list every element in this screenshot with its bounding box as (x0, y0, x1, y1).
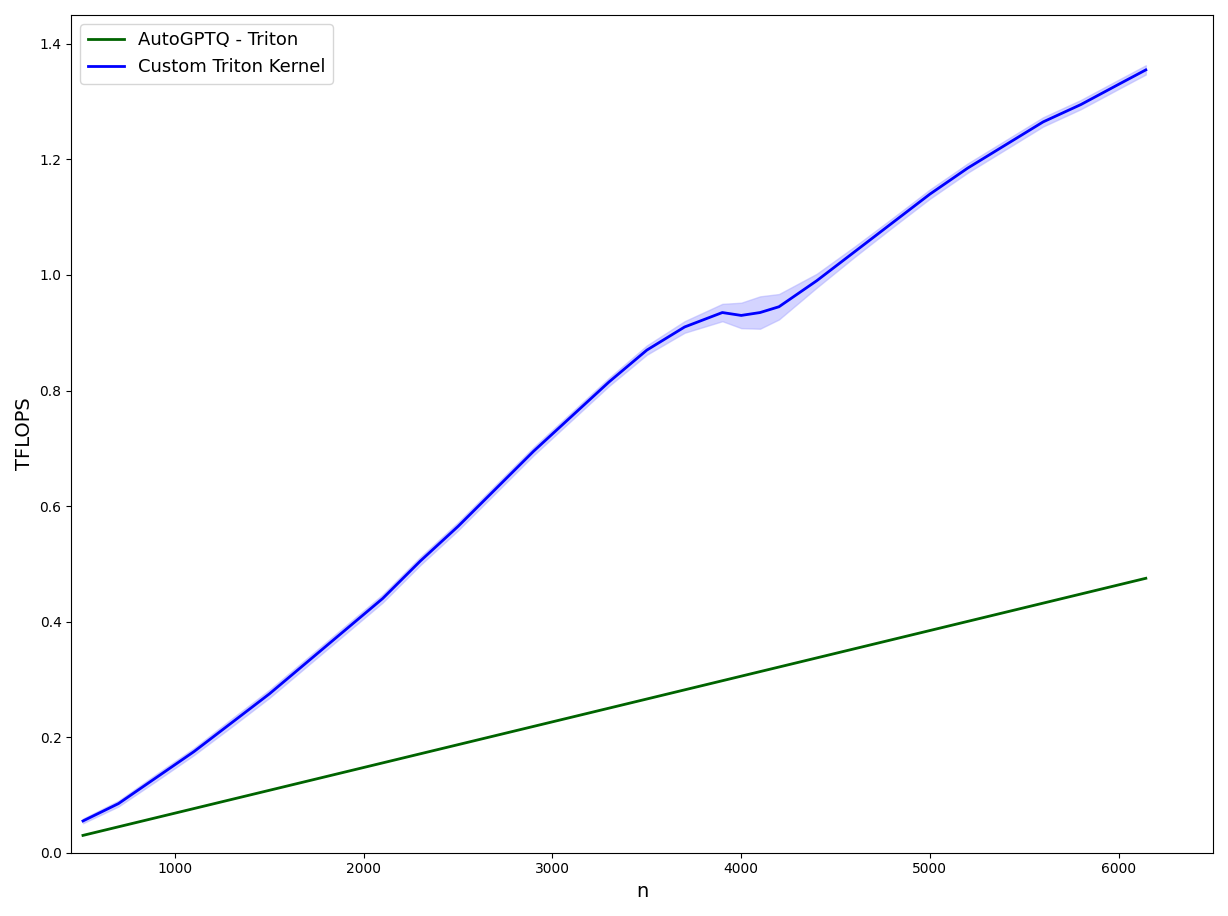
Custom Triton Kernel (602, 376, 616, 387)
Custom Triton Kernel (1138, 64, 1153, 75)
Custom Triton Kernel (489, 484, 503, 495)
Custom Triton Kernel (922, 189, 937, 200)
Custom Triton Kernel (809, 276, 824, 287)
Custom Triton Kernel (225, 717, 239, 728)
Custom Triton Kernel (413, 555, 427, 566)
Custom Triton Kernel (677, 322, 691, 333)
Custom Triton Kernel (640, 344, 655, 355)
Custom Triton Kernel (753, 307, 768, 318)
Custom Triton Kernel (376, 593, 391, 604)
Custom Triton Kernel (998, 139, 1013, 150)
Line: Custom Triton Kernel: Custom Triton Kernel (84, 70, 1146, 821)
Custom Triton Kernel (451, 521, 465, 532)
Custom Triton Kernel (564, 411, 578, 422)
Custom Triton Kernel (338, 625, 352, 636)
Custom Triton Kernel (771, 301, 786, 312)
Custom Triton Kernel (847, 246, 862, 257)
Custom Triton Kernel (734, 310, 749, 321)
Custom Triton Kernel (527, 446, 542, 457)
Custom Triton Kernel (1035, 116, 1050, 127)
Custom Triton Kernel (1111, 79, 1126, 90)
Y-axis label: TFLOPS: TFLOPS (15, 398, 34, 470)
Custom Triton Kernel (960, 163, 975, 174)
Custom Triton Kernel (187, 747, 201, 758)
Custom Triton Kernel (149, 772, 163, 783)
Custom Triton Kernel (715, 307, 729, 318)
Custom Triton Kernel (1073, 99, 1088, 110)
Custom Triton Kernel (111, 798, 125, 809)
Custom Triton Kernel (76, 815, 91, 826)
Custom Triton Kernel (300, 657, 314, 668)
Custom Triton Kernel (885, 217, 900, 228)
Custom Triton Kernel (262, 688, 276, 699)
X-axis label: n: n (636, 882, 648, 901)
Legend: AutoGPTQ - Triton, Custom Triton Kernel: AutoGPTQ - Triton, Custom Triton Kernel (80, 24, 333, 83)
